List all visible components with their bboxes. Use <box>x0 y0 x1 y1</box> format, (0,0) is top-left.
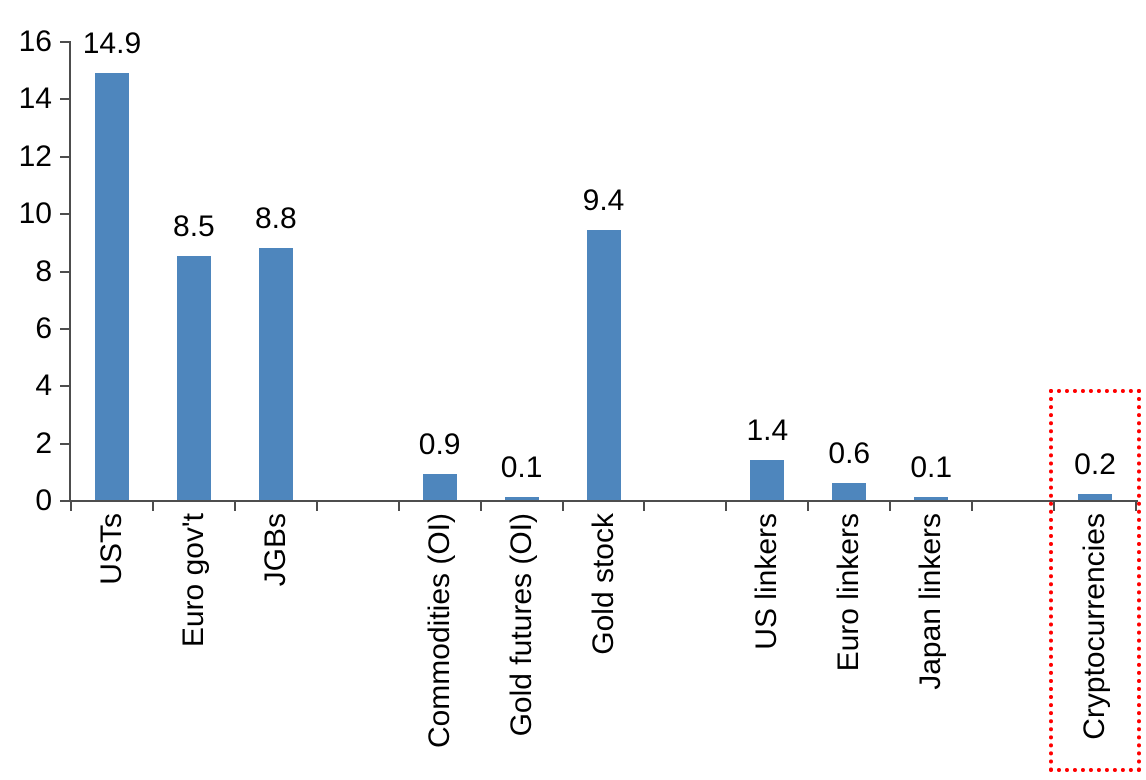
y-tick-label: 16 <box>18 25 52 58</box>
bar <box>750 459 785 500</box>
bar-value-label: 0.1 <box>500 451 543 485</box>
y-tick-label: 12 <box>18 139 52 173</box>
bar <box>422 474 457 500</box>
x-tick-mark <box>151 502 154 511</box>
category-label: USTs <box>94 513 128 585</box>
y-tick-mark <box>60 442 69 445</box>
x-axis-line <box>69 500 1138 502</box>
y-tick-label: 0 <box>35 484 52 517</box>
bar <box>94 72 129 500</box>
y-tick-label: 6 <box>35 311 52 345</box>
x-tick-mark <box>561 502 564 511</box>
x-tick-mark <box>70 502 72 511</box>
category-label: JGBs <box>258 513 292 587</box>
x-tick-mark <box>725 502 728 511</box>
x-tick-mark <box>1135 502 1137 511</box>
y-tick-label: 10 <box>18 197 52 231</box>
y-tick-mark <box>60 155 69 158</box>
x-tick-mark <box>643 502 646 511</box>
x-tick-mark <box>807 502 810 511</box>
y-tick-mark <box>60 500 69 502</box>
x-tick-mark <box>397 502 400 511</box>
category-label: Euro linkers <box>832 513 866 672</box>
bar <box>176 256 211 500</box>
bar <box>1078 494 1113 500</box>
y-tick-mark <box>60 41 69 43</box>
y-axis-line <box>69 41 71 502</box>
y-tick-mark <box>60 213 69 216</box>
y-tick-mark <box>60 385 69 388</box>
bar-value-label: 0.2 <box>1074 448 1116 482</box>
y-tick-label: 4 <box>35 369 52 403</box>
category-label: Gold futures (OI) <box>504 513 538 737</box>
bar-value-label: 0.9 <box>418 428 461 462</box>
x-tick-mark <box>1053 502 1056 511</box>
y-tick-label: 8 <box>35 254 52 288</box>
bar <box>504 497 539 500</box>
category-label: Cryptocurrencies <box>1078 513 1112 740</box>
bar <box>258 247 293 500</box>
category-label: Euro gov't <box>176 513 210 648</box>
bar-value-label: 14.9 <box>82 26 142 60</box>
category-label: Gold stock <box>586 513 620 655</box>
bar-value-label: 0.6 <box>828 436 871 470</box>
y-tick-label: 2 <box>35 426 52 460</box>
x-tick-mark <box>971 502 974 511</box>
bar-value-label: 9.4 <box>582 184 625 218</box>
y-tick-label: 14 <box>18 82 52 116</box>
y-tick-mark <box>60 327 69 330</box>
bar-value-label: 8.8 <box>254 201 297 235</box>
x-tick-mark <box>233 502 236 511</box>
x-tick-mark <box>315 502 318 511</box>
category-label: Japan linkers <box>914 513 948 690</box>
category-label: US linkers <box>750 513 784 650</box>
bar-value-label: 0.1 <box>910 451 953 485</box>
category-label: Commodities (OI) <box>422 513 456 749</box>
x-tick-mark <box>479 502 482 511</box>
bar-value-label: 8.5 <box>173 210 215 244</box>
highlight-box-cryptocurrencies <box>1049 389 1142 772</box>
bar <box>586 230 621 500</box>
y-tick-mark <box>60 270 69 273</box>
bar <box>914 497 949 500</box>
y-tick-mark <box>60 98 69 101</box>
x-tick-mark <box>889 502 892 511</box>
bar-value-label: 1.4 <box>746 413 789 447</box>
bar <box>832 482 867 500</box>
